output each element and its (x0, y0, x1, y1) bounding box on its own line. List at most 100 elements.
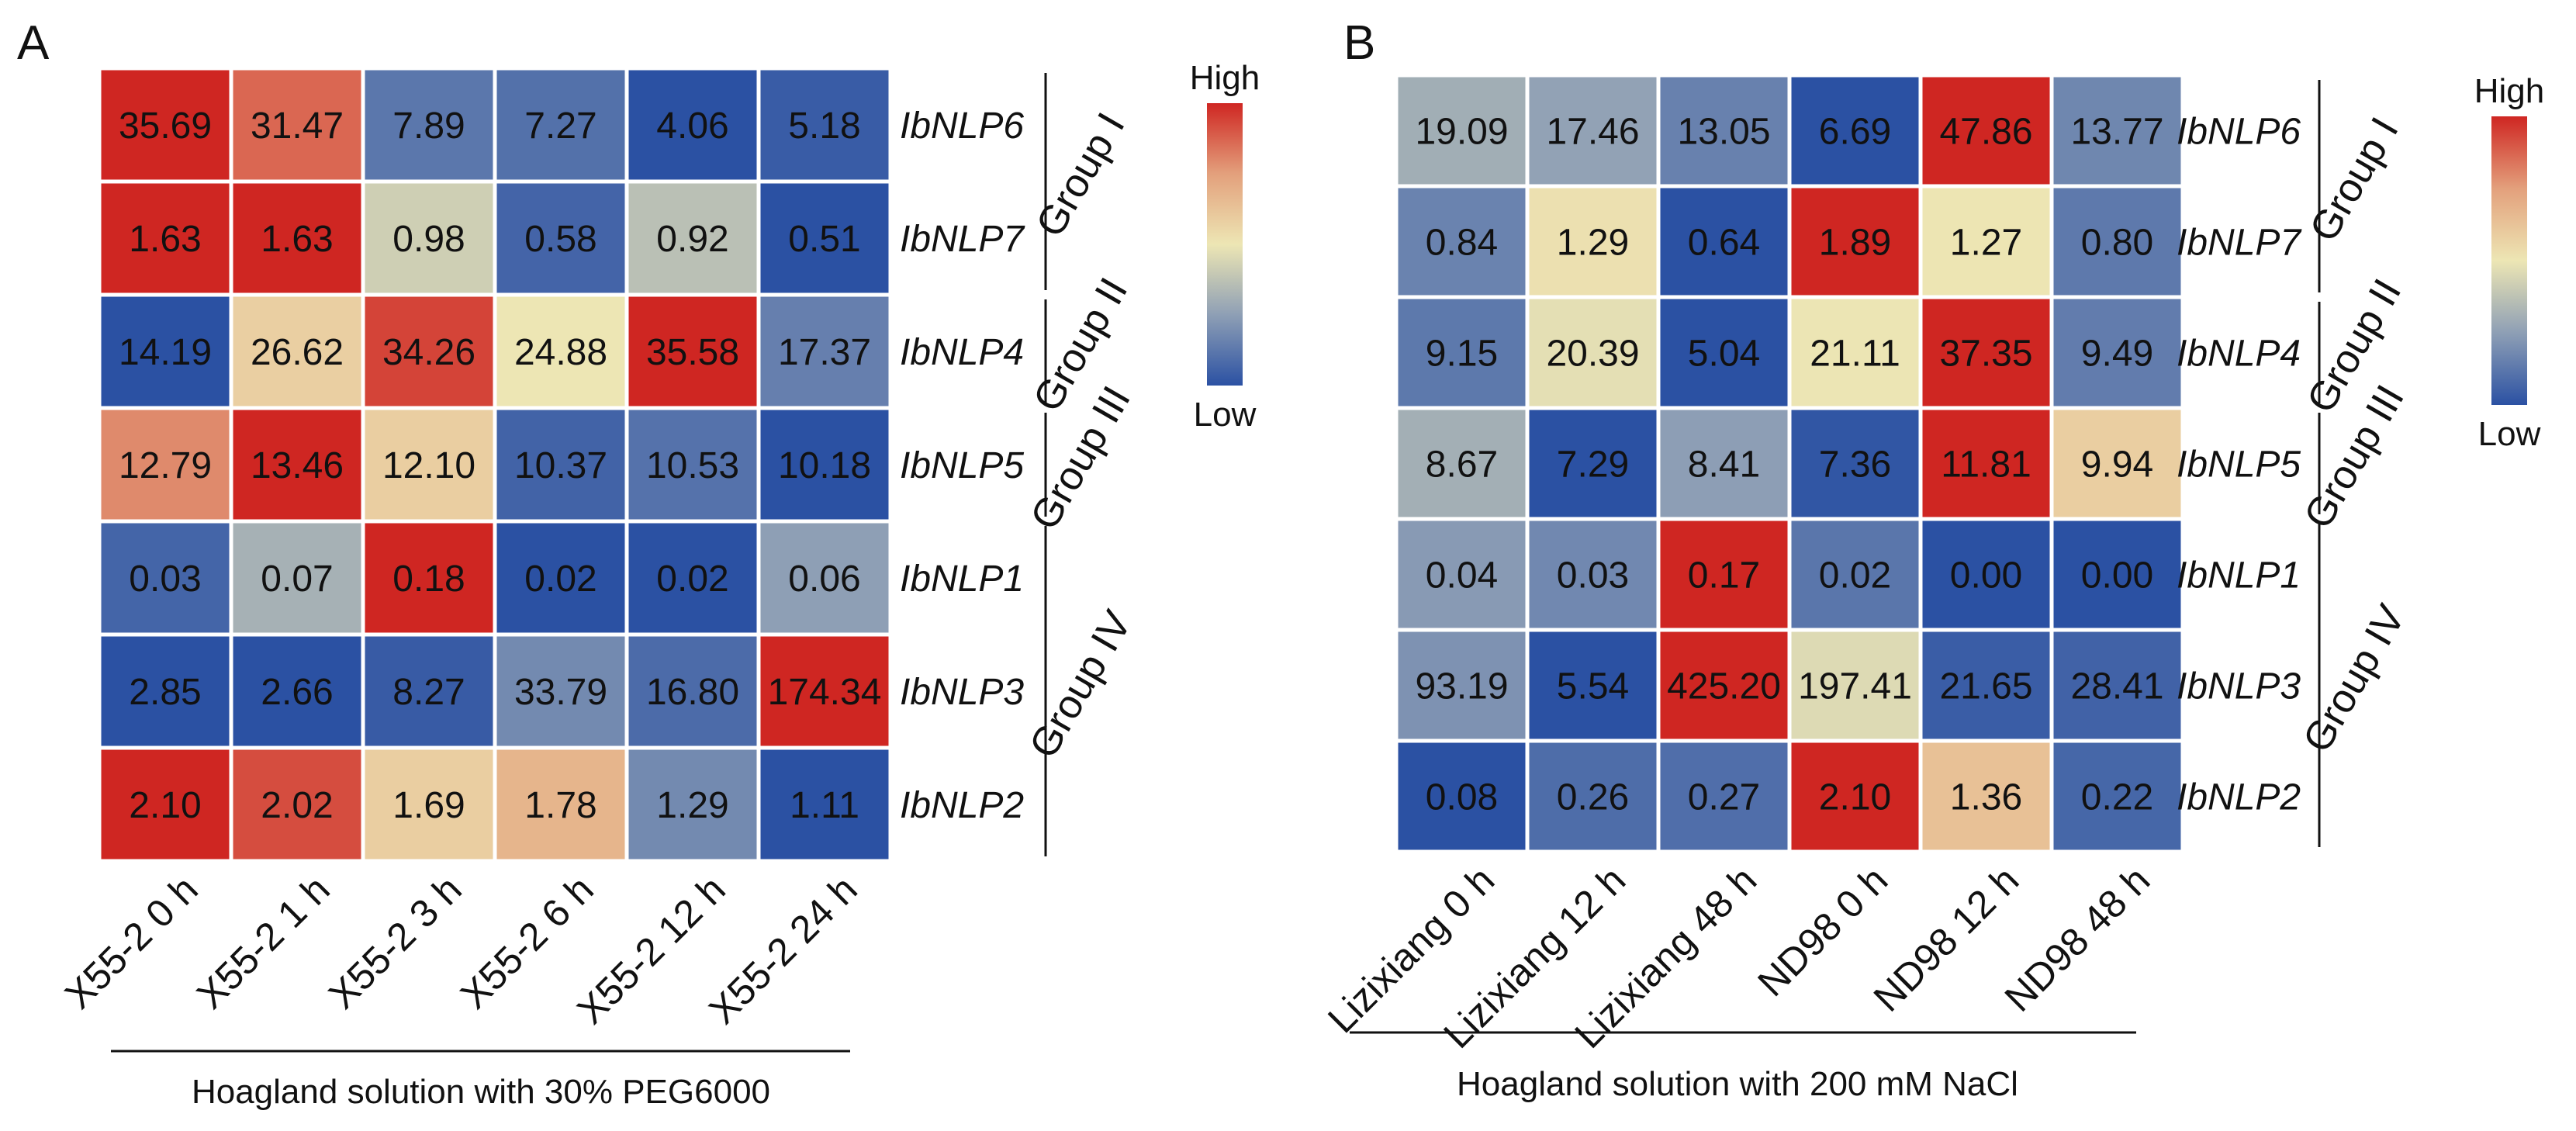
cell-value-label: 1.63 (129, 219, 201, 260)
heatmap-cell (1918, 295, 2054, 410)
heatmap-cell (624, 745, 761, 863)
cell-value-label: 12.10 (382, 445, 475, 486)
x-tick-label: X55-2 0 h (57, 867, 206, 1017)
heatmap-cell (1394, 295, 1530, 410)
cell-value-label: 47.86 (1939, 112, 2032, 153)
gene-label: IbNLP7 (2177, 223, 2302, 264)
cell-value-label: 9.49 (2081, 334, 2153, 375)
heatmap-cell (624, 406, 761, 524)
x-tick-label: X55-2 1 h (188, 867, 338, 1017)
heatmap-cell (1394, 738, 1530, 854)
cell-value-label: 0.06 (788, 559, 860, 600)
color-legend-bar (2491, 116, 2527, 405)
heatmap-cell (1394, 184, 1530, 299)
cell-value-label: 20.39 (1546, 334, 1639, 375)
cell-value-label: 19.09 (1415, 112, 1508, 153)
condition-title: Hoagland solution with 200 mM NaCl (1457, 1065, 2018, 1103)
heatmap-cell (493, 745, 629, 863)
panel-a-heatmap: 35.69 31.47 7.89 7.27 4.06 5.18 1.63 1.63 0.98 0.… (17, 16, 1260, 1111)
cell-value-label: 16.80 (646, 672, 739, 713)
cell-value-label: 24.88 (514, 332, 607, 373)
heatmap-cell (229, 179, 365, 297)
heatmap-cell (1525, 738, 1661, 854)
heatmap-cell (624, 519, 761, 637)
legend-low-label: Low (1194, 396, 1257, 434)
gene-label: IbNLP3 (900, 672, 1024, 713)
cell-value-label: 1.11 (790, 785, 859, 826)
cell-value-label: 1.27 (1950, 223, 2022, 264)
heatmap-cell (756, 519, 893, 637)
gene-label: IbNLP4 (2177, 334, 2301, 375)
heatmap-cell (229, 745, 365, 863)
heatmap-cell (756, 179, 893, 297)
cell-value-label: 11.81 (1941, 444, 2031, 486)
cell-value-label: 31.47 (251, 105, 344, 147)
heatmap-cell (2049, 628, 2185, 743)
cell-value-label: 0.98 (392, 219, 465, 260)
cell-value-label: 0.58 (524, 219, 596, 260)
cell-value-label: 10.18 (778, 445, 871, 486)
heatmap-cell (2049, 406, 2185, 521)
cell-value-label: 34.26 (382, 332, 475, 373)
cell-value-label: 5.04 (1688, 334, 1760, 375)
cell-value-label: 1.63 (261, 219, 333, 260)
heatmap-cell (1787, 184, 1923, 299)
cell-value-label: 0.00 (2081, 555, 2153, 597)
cell-value-label: 0.92 (656, 219, 728, 260)
legend-low-label: Low (2478, 415, 2541, 453)
cell-value-label: 14.19 (119, 332, 212, 373)
legend-high-label: High (1190, 59, 1260, 97)
gene-label: IbNLP5 (2177, 444, 2301, 486)
cell-value-label: 0.84 (1426, 223, 1498, 264)
cell-value-label: 7.89 (392, 105, 465, 147)
heatmap-cell (97, 745, 233, 863)
cell-value-label: 12.79 (119, 445, 212, 486)
group-label: Group IV (2294, 597, 2414, 759)
cell-value-label: 28.41 (2070, 666, 2163, 707)
gene-label: IbNLP3 (2177, 666, 2301, 707)
heatmap-cell (756, 745, 893, 863)
heatmap-cell (756, 292, 893, 410)
cell-value-label: 0.03 (129, 559, 201, 600)
cell-value-label: 0.17 (1688, 555, 1760, 597)
cell-value-label: 10.37 (514, 445, 607, 486)
cell-value-label: 21.11 (1810, 334, 1900, 375)
heatmap-cell (229, 406, 365, 524)
heatmap-cell (1525, 517, 1661, 632)
gene-label: IbNLP7 (900, 219, 1025, 260)
cell-value-label: 33.79 (514, 672, 607, 713)
cell-value-label: 35.58 (646, 332, 739, 373)
gene-label: IbNLP2 (2177, 777, 2301, 818)
heatmap-cell (1525, 295, 1661, 410)
cell-value-label: 0.02 (1819, 555, 1891, 597)
heatmap-cell (1787, 73, 1923, 188)
cell-value-label: 6.69 (1819, 112, 1891, 153)
heatmap-cell (1394, 517, 1530, 632)
heatmap-cell (493, 406, 629, 524)
cell-value-label: 2.10 (129, 785, 201, 826)
heatmap-cell (1525, 73, 1661, 188)
cell-value-label: 8.41 (1688, 444, 1760, 486)
heatmap-cell (1787, 406, 1923, 521)
cell-value-label: 13.77 (2070, 112, 2163, 153)
gene-label: IbNLP5 (900, 445, 1024, 486)
cell-value-label: 1.89 (1819, 223, 1891, 264)
heatmap-cell (1787, 628, 1923, 743)
cell-value-label: 17.46 (1546, 112, 1639, 153)
cell-value-label: 0.26 (1557, 777, 1629, 818)
heatmap-cell (624, 292, 761, 410)
cell-value-label: 0.64 (1688, 223, 1760, 264)
heatmap-cell (229, 66, 365, 184)
cell-value-label: 26.62 (251, 332, 344, 373)
cell-value-label: 13.05 (1677, 112, 1770, 153)
cell-value-label: 0.00 (1950, 555, 2022, 597)
heatmap-cell (1918, 517, 2054, 632)
gene-label: IbNLP1 (2177, 555, 2301, 597)
gene-label: IbNLP6 (2177, 112, 2301, 153)
cell-value-label: 8.27 (392, 672, 465, 713)
cell-value-label: 0.18 (392, 559, 465, 600)
cell-value-label: 0.08 (1426, 777, 1498, 818)
heatmap-cell (493, 179, 629, 297)
cell-value-label: 7.29 (1557, 444, 1629, 486)
